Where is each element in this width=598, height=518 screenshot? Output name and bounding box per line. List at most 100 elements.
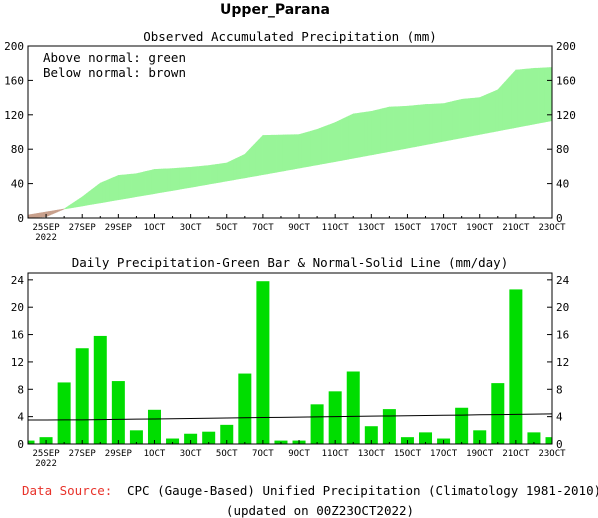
x-year-label: 2022 (35, 233, 57, 243)
above-normal-area (319, 127, 322, 165)
x-tick-label: 11OCT (322, 223, 350, 233)
above-normal-area (371, 110, 374, 156)
normal-line (27, 413, 553, 421)
above-normal-area (413, 105, 417, 148)
above-normal-area (90, 187, 94, 205)
daily-precip-bar (455, 407, 469, 444)
above-normal-area (495, 89, 499, 132)
above-normal-area (124, 174, 128, 199)
above-normal-area (192, 166, 196, 188)
above-normal-area (190, 166, 194, 188)
y-tick-label-left: 16 (11, 329, 24, 342)
above-normal-area (454, 100, 458, 140)
above-normal-area (535, 67, 539, 125)
above-normal-area (163, 168, 167, 193)
above-normal-area (136, 172, 139, 198)
x-tick-label: 7OCT (252, 449, 274, 459)
above-normal-area (425, 104, 429, 146)
above-normal-area (420, 104, 424, 146)
above-normal-area (547, 67, 551, 122)
above-normal-area (452, 100, 456, 140)
above-normal-area (217, 163, 221, 183)
above-normal-area (158, 168, 162, 194)
above-normal-area (445, 102, 449, 142)
above-normal-area (337, 119, 340, 162)
daily-precip-bar (256, 281, 270, 444)
above-normal-area (224, 162, 228, 182)
above-normal-area (332, 122, 336, 163)
above-normal-area (386, 106, 390, 153)
above-normal-area (77, 197, 81, 208)
above-normal-area (267, 134, 270, 175)
y-tick-label-left: 0 (17, 212, 24, 225)
above-normal-area (513, 69, 517, 129)
y-tick-label-left: 8 (17, 383, 24, 396)
above-normal-area (235, 157, 239, 180)
above-normal-area (375, 109, 379, 155)
above-normal-area (486, 93, 490, 134)
above-normal-area (194, 166, 198, 187)
above-normal-area (438, 103, 442, 143)
above-normal-area (237, 156, 241, 180)
above-normal-area (251, 144, 255, 177)
above-normal-area (384, 107, 388, 153)
daily-precip-bar (527, 432, 541, 444)
above-normal-area (262, 135, 266, 176)
y-tick-label-right: 12 (556, 356, 569, 369)
above-normal-area (172, 168, 176, 191)
below-normal-area (34, 213, 38, 218)
above-normal-area (481, 95, 485, 135)
below-normal-area (54, 209, 58, 214)
above-normal-area (154, 168, 158, 194)
above-normal-area (361, 111, 365, 157)
above-normal-area (515, 69, 519, 128)
above-normal-area (253, 141, 257, 177)
above-normal-area (298, 133, 302, 169)
above-normal-area (524, 68, 528, 127)
x-tick-label: 29SEP (105, 449, 133, 459)
x-tick-label: 17OCT (430, 449, 458, 459)
above-normal-area (242, 153, 246, 179)
above-normal-area (206, 165, 209, 185)
above-normal-area (330, 122, 334, 163)
above-normal-area (271, 134, 275, 174)
above-normal-area (226, 161, 230, 182)
above-normal-area (520, 69, 523, 128)
below-normal-area (38, 212, 42, 218)
x-tick-label: 15OCT (394, 449, 422, 459)
y-tick-label-right: 4 (556, 411, 563, 424)
above-normal-area (497, 86, 501, 132)
below-normal-area (48, 210, 51, 217)
above-normal-area (142, 171, 146, 196)
above-normal-area (88, 189, 92, 206)
below-normal-area (52, 210, 56, 215)
above-normal-area (407, 105, 411, 149)
y-tick-label-right: 0 (556, 212, 563, 225)
above-normal-area (328, 123, 331, 164)
above-normal-area (355, 112, 359, 159)
x-tick-label: 5OCT (216, 449, 238, 459)
above-normal-area (334, 120, 338, 162)
daily-precip-bar (491, 383, 505, 444)
above-normal-area (350, 113, 354, 160)
x-tick-label: 21OCT (502, 449, 530, 459)
accumulated-area-group (27, 67, 553, 218)
daily-precip-bar (364, 426, 378, 444)
data-source-text: CPC (Gauge-Based) Unified Precipitation … (127, 483, 598, 498)
above-normal-area (409, 105, 413, 149)
y-tick-label-right: 120 (556, 109, 576, 122)
above-normal-area (106, 178, 110, 203)
above-normal-area (339, 118, 343, 162)
above-normal-area (343, 116, 347, 161)
above-normal-area (389, 106, 392, 152)
above-normal-area (357, 112, 361, 158)
above-normal-area (490, 91, 494, 133)
above-normal-area (208, 164, 212, 185)
above-normal-area (199, 165, 203, 187)
above-normal-area (160, 168, 164, 193)
daily-precip-bar (202, 431, 216, 444)
legend-below-normal: Below normal: brown (43, 65, 186, 80)
above-normal-area (434, 103, 438, 144)
above-normal-area (483, 94, 487, 134)
